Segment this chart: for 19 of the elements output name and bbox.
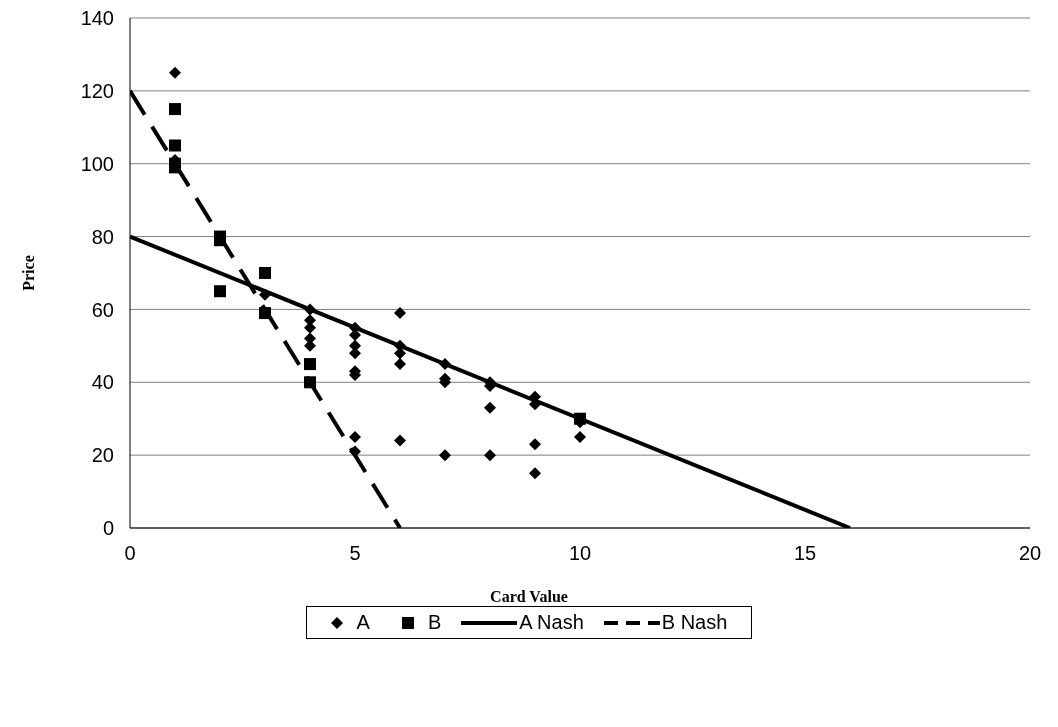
y-tick-label: 140 (80, 7, 114, 30)
x-tick-label: 0 (124, 542, 136, 565)
x-tick-label: 5 (349, 542, 361, 565)
x-tick-label: 20 (1018, 542, 1042, 565)
y-tick-label: 80 (91, 225, 114, 248)
x-axis-title: Card Value (489, 588, 569, 606)
x-tick-label: 15 (793, 542, 817, 565)
legend-label: B Nash (661, 611, 728, 634)
y-tick-label: 40 (91, 371, 114, 394)
y-tick-label: 120 (80, 79, 114, 102)
y-tick-label: 60 (91, 298, 114, 321)
y-tick-label: 20 (91, 444, 114, 467)
legend-label: B (427, 611, 442, 634)
legend-label: A Nash (519, 611, 584, 634)
y-axis-title: Price (19, 255, 37, 291)
legend-label: A (356, 611, 370, 634)
x-tick-label: 10 (568, 542, 592, 565)
y-tick-label: 100 (80, 152, 114, 175)
y-tick-label: 0 (102, 517, 114, 540)
